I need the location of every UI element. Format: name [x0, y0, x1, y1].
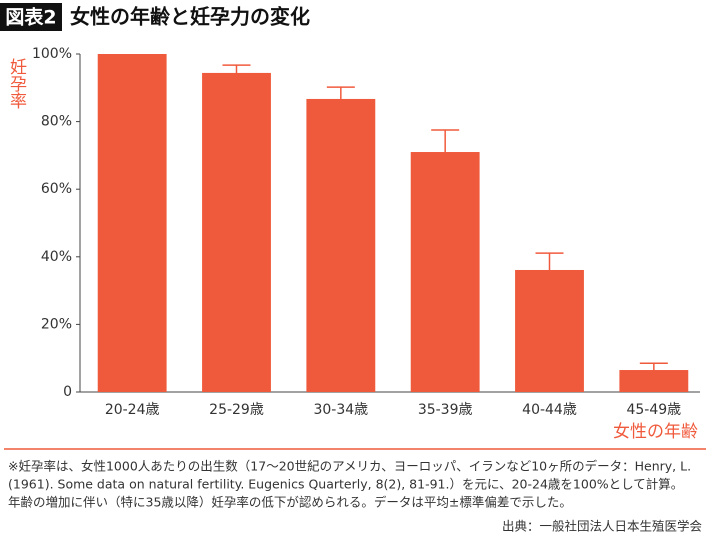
- bar: [619, 370, 689, 392]
- error-bar: [431, 129, 460, 174]
- y-tick-label: 20%: [41, 316, 72, 332]
- error-bar: [222, 64, 251, 81]
- x-axis-label: 女性の年齢: [613, 422, 698, 442]
- bar: [97, 54, 167, 392]
- x-tick-label: 25-29歳: [209, 402, 264, 418]
- note-line: (1961). Some data on natural fertility. …: [8, 477, 683, 492]
- y-tick-label: 100%: [32, 46, 72, 62]
- x-tick-label: 45-49歳: [626, 402, 681, 418]
- bar: [306, 98, 376, 392]
- y-tick-label: 0: [63, 384, 72, 400]
- chart-title: 女性の年齢と妊孕力の変化: [70, 5, 310, 29]
- note-line: 年齢の増加に伴い（特に35歳以降）妊孕率の低下が認められる。データは平均±標準偏…: [8, 495, 572, 510]
- source: 出典：一般社団法人日本生殖医学会: [502, 519, 703, 534]
- bar: [515, 269, 584, 392]
- note-line: ※妊孕率は、女性1000人あたりの出生数（17〜20世紀のアメリカ、ヨーロッパ、…: [8, 459, 691, 474]
- title-badge: [0, 3, 62, 31]
- figure-label: 図表2: [5, 6, 56, 29]
- bar: [202, 72, 271, 392]
- error-bar: [535, 252, 564, 287]
- x-tick-label: 35-39歳: [418, 402, 473, 418]
- error-bar: [326, 86, 355, 111]
- y-tick-label: 80%: [41, 114, 72, 130]
- x-tick-label: 20-24歳: [105, 402, 160, 418]
- y-tick-label: 60%: [41, 181, 72, 197]
- error-bar: [639, 362, 668, 377]
- y-axis-label: 妊孕率: [6, 58, 27, 109]
- bar: [410, 152, 480, 392]
- y-tick-label: 40%: [41, 249, 72, 265]
- x-tick-label: 30-34歳: [313, 402, 368, 418]
- x-tick-label: 40-44歳: [522, 402, 577, 418]
